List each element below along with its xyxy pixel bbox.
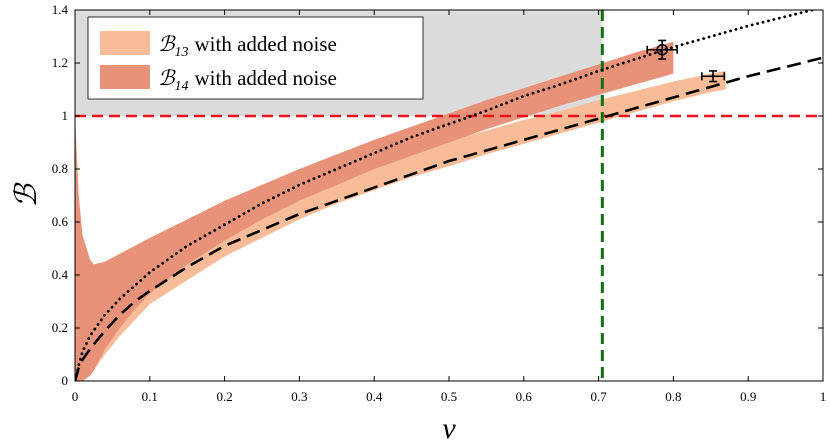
error-bar-marker-2 — [701, 70, 726, 83]
y-axis-label: ℬ — [10, 182, 43, 208]
x-tick-label: 0.5 — [441, 389, 457, 404]
legend-swatch-b13 — [100, 31, 150, 55]
dashed-curve — [75, 56, 823, 381]
y-tick-label: 1.4 — [52, 2, 69, 17]
y-tick-label: 0.4 — [52, 267, 69, 282]
y-tick-label: 1.2 — [52, 55, 68, 70]
y-tick-label: 0.8 — [52, 161, 68, 176]
x-tick-label: 0.6 — [516, 389, 533, 404]
x-tick-label: 0 — [72, 389, 79, 404]
x-tick-label: 0.7 — [590, 389, 607, 404]
x-tick-label: 0.9 — [740, 389, 756, 404]
y-tick-label: 1 — [62, 108, 69, 123]
y-tick-label: 0.2 — [52, 320, 68, 335]
band-b14 — [75, 41, 674, 381]
x-tick-label: 0.3 — [291, 389, 307, 404]
band-b13 — [75, 70, 726, 381]
y-tick-label: 0.6 — [52, 214, 69, 229]
legend-entry-b13: ℬ13 with added noise — [158, 32, 337, 60]
y-tick-label: 0 — [62, 373, 69, 388]
x-tick-label: 1 — [820, 389, 827, 404]
x-axis-label: v — [442, 412, 456, 444]
x-tick-label: 0.8 — [665, 389, 681, 404]
legend-entry-b14: ℬ14 with added noise — [158, 66, 337, 94]
legend-swatch-b14 — [100, 65, 150, 89]
legend: ℬ13 with added noise ℬ14 with added noise — [87, 16, 424, 100]
x-tick-label: 0.2 — [216, 389, 232, 404]
x-tick-label: 0.4 — [366, 389, 383, 404]
error-bar-marker-1 — [646, 39, 678, 60]
x-tick-label: 0.1 — [142, 389, 158, 404]
